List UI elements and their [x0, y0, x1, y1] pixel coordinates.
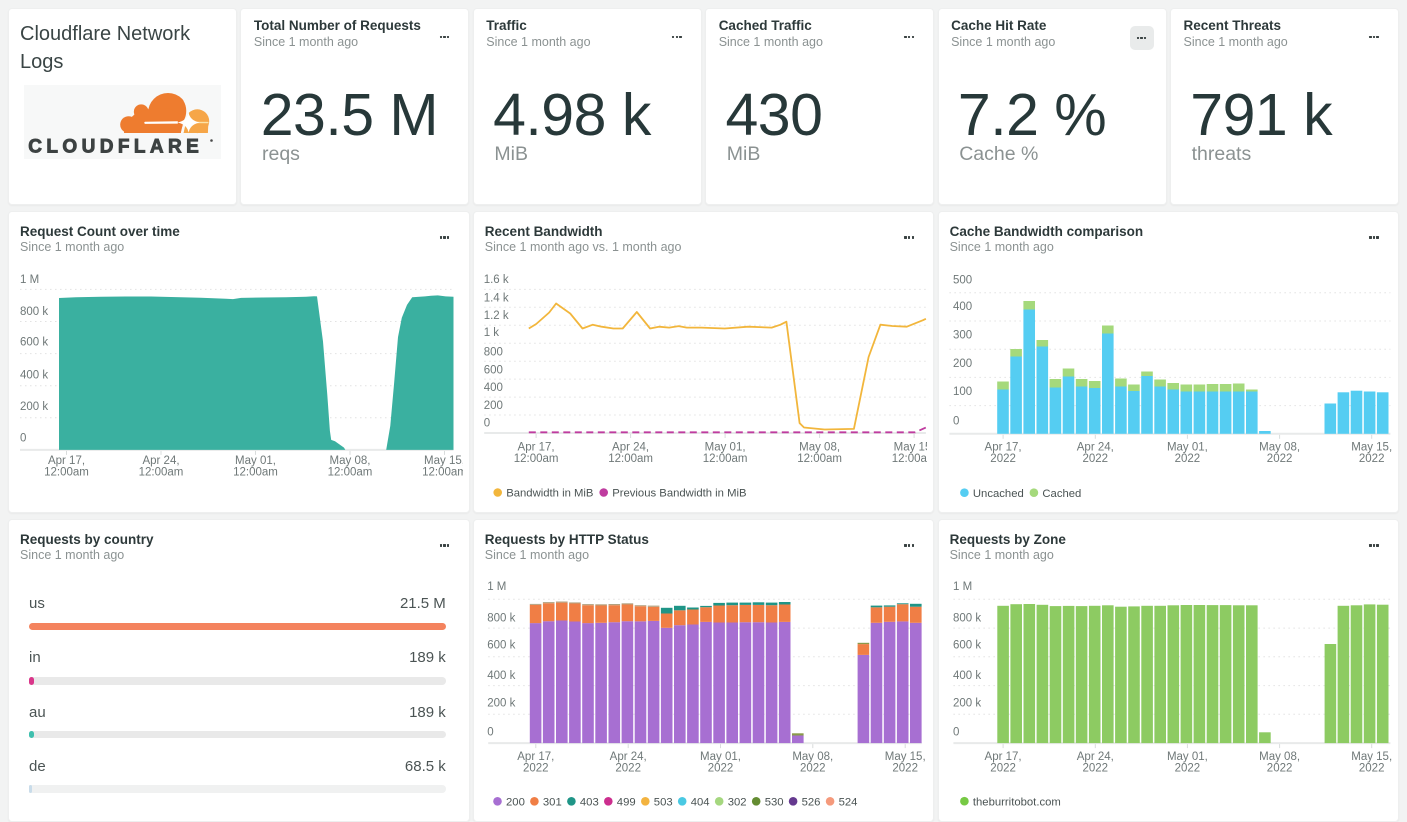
svg-text:12:00am: 12:00am [797, 453, 842, 465]
svg-text:May 15,: May 15, [1351, 751, 1392, 763]
svg-text:524: 524 [838, 796, 857, 808]
svg-text:1 M: 1 M [487, 581, 506, 593]
svg-text:May 15,: May 15, [885, 751, 926, 763]
svg-text:200 k: 200 k [953, 697, 981, 709]
svg-text:2022: 2022 [1174, 762, 1200, 774]
svg-text:800 k: 800 k [953, 612, 981, 624]
svg-text:May 01,: May 01, [704, 441, 745, 453]
svg-text:0: 0 [953, 726, 959, 738]
svg-text:400: 400 [483, 382, 502, 394]
svg-text:2022: 2022 [892, 762, 918, 774]
svg-text:12:00am: 12:00am [328, 466, 373, 478]
svg-text:2022: 2022 [1358, 453, 1384, 465]
svg-text:200 k: 200 k [20, 401, 48, 413]
svg-text:0: 0 [483, 417, 489, 429]
svg-text:Apr 24,: Apr 24, [1076, 441, 1113, 453]
svg-text:12:00am: 12:00am [608, 453, 653, 465]
svg-text:Apr 17,: Apr 17, [517, 441, 554, 453]
svg-text:May 08,: May 08, [1259, 441, 1300, 453]
svg-text:200: 200 [506, 796, 525, 808]
svg-text:Previous Bandwidth in MiB: Previous Bandwidth in MiB [612, 487, 746, 499]
svg-text:Apr 24,: Apr 24, [609, 751, 646, 763]
svg-text:Apr 17,: Apr 17, [984, 441, 1021, 453]
svg-text:526: 526 [801, 796, 820, 808]
svg-text:May 15,: May 15, [893, 441, 927, 453]
svg-text:2022: 2022 [990, 453, 1016, 465]
svg-text:800: 800 [483, 346, 502, 358]
svg-text:200: 200 [953, 357, 972, 369]
svg-text:400 k: 400 k [487, 670, 515, 682]
svg-text:503: 503 [654, 796, 673, 808]
svg-text:2022: 2022 [1082, 762, 1108, 774]
svg-text:0: 0 [20, 432, 26, 444]
svg-text:12:00am: 12:00am [703, 453, 748, 465]
svg-text:Apr 17,: Apr 17, [517, 751, 554, 763]
svg-text:2022: 2022 [708, 762, 734, 774]
svg-text:301: 301 [543, 796, 562, 808]
svg-text:Bandwidth in MiB: Bandwidth in MiB [506, 487, 593, 499]
svg-text:1 k: 1 k [483, 327, 499, 339]
svg-text:1.2 k: 1.2 k [483, 310, 508, 322]
svg-text:0: 0 [953, 415, 959, 427]
svg-text:theburritobot.com: theburritobot.com [972, 796, 1060, 808]
svg-text:May 08,: May 08, [792, 751, 833, 763]
svg-text:Apr 24,: Apr 24, [1076, 751, 1113, 763]
svg-text:Cached: Cached [1042, 487, 1081, 499]
svg-text:600: 600 [483, 364, 502, 376]
svg-text:12:00am: 12:00am [422, 466, 462, 478]
svg-text:2022: 2022 [1266, 762, 1292, 774]
svg-text:May 08,: May 08, [1259, 751, 1300, 763]
svg-text:300: 300 [953, 329, 972, 341]
svg-text:12:00am: 12:00am [892, 453, 928, 465]
svg-text:2022: 2022 [800, 762, 826, 774]
svg-text:2022: 2022 [1358, 762, 1384, 774]
svg-text:1 M: 1 M [20, 273, 39, 285]
svg-text:CLOUDFLARE: CLOUDFLARE [29, 137, 204, 158]
svg-text:2022: 2022 [615, 762, 641, 774]
svg-text:2022: 2022 [523, 762, 549, 774]
svg-text:2022: 2022 [1266, 453, 1292, 465]
svg-text:1.4 k: 1.4 k [483, 292, 508, 304]
svg-text:0: 0 [487, 726, 493, 738]
svg-text:400 k: 400 k [20, 369, 48, 381]
svg-text:12:00am: 12:00am [233, 466, 278, 478]
svg-text:800 k: 800 k [20, 306, 48, 318]
svg-text:404: 404 [690, 796, 709, 808]
svg-text:600 k: 600 k [20, 336, 48, 348]
svg-text:403: 403 [580, 796, 599, 808]
svg-text:302: 302 [727, 796, 746, 808]
svg-text:600 k: 600 k [953, 639, 981, 651]
svg-text:Apr 24,: Apr 24, [612, 441, 649, 453]
svg-text:May 01,: May 01, [1167, 441, 1208, 453]
svg-text:800 k: 800 k [487, 612, 515, 624]
svg-text:499: 499 [617, 796, 636, 808]
svg-text:530: 530 [764, 796, 783, 808]
svg-text:Uncached: Uncached [972, 487, 1023, 499]
svg-text:May 08,: May 08, [799, 441, 840, 453]
svg-text:600 k: 600 k [487, 639, 515, 651]
svg-text:1 M: 1 M [953, 581, 972, 593]
svg-text:Apr 17,: Apr 17, [48, 455, 85, 467]
svg-text:Apr 24,: Apr 24, [142, 455, 179, 467]
svg-text:Apr 17,: Apr 17, [984, 751, 1021, 763]
svg-text:2022: 2022 [990, 762, 1016, 774]
svg-text:500: 500 [953, 274, 972, 286]
svg-text:1.6 k: 1.6 k [483, 274, 508, 286]
svg-text:100: 100 [953, 386, 972, 398]
svg-text:May 15,: May 15, [1351, 441, 1392, 453]
svg-text:May 01,: May 01, [1167, 751, 1208, 763]
svg-text:2022: 2022 [1174, 453, 1200, 465]
svg-text:12:00am: 12:00am [44, 466, 89, 478]
svg-text:400 k: 400 k [953, 670, 981, 682]
svg-text:May 15,: May 15, [424, 455, 462, 467]
svg-text:May 01,: May 01, [235, 455, 276, 467]
svg-text:200 k: 200 k [487, 697, 515, 709]
svg-text:200: 200 [483, 399, 502, 411]
svg-text:12:00am: 12:00am [514, 453, 559, 465]
svg-text:400: 400 [953, 301, 972, 313]
svg-text:12:00am: 12:00am [139, 466, 184, 478]
svg-text:2022: 2022 [1082, 453, 1108, 465]
svg-text:May 08,: May 08, [330, 455, 371, 467]
svg-text:May 01,: May 01, [700, 751, 741, 763]
